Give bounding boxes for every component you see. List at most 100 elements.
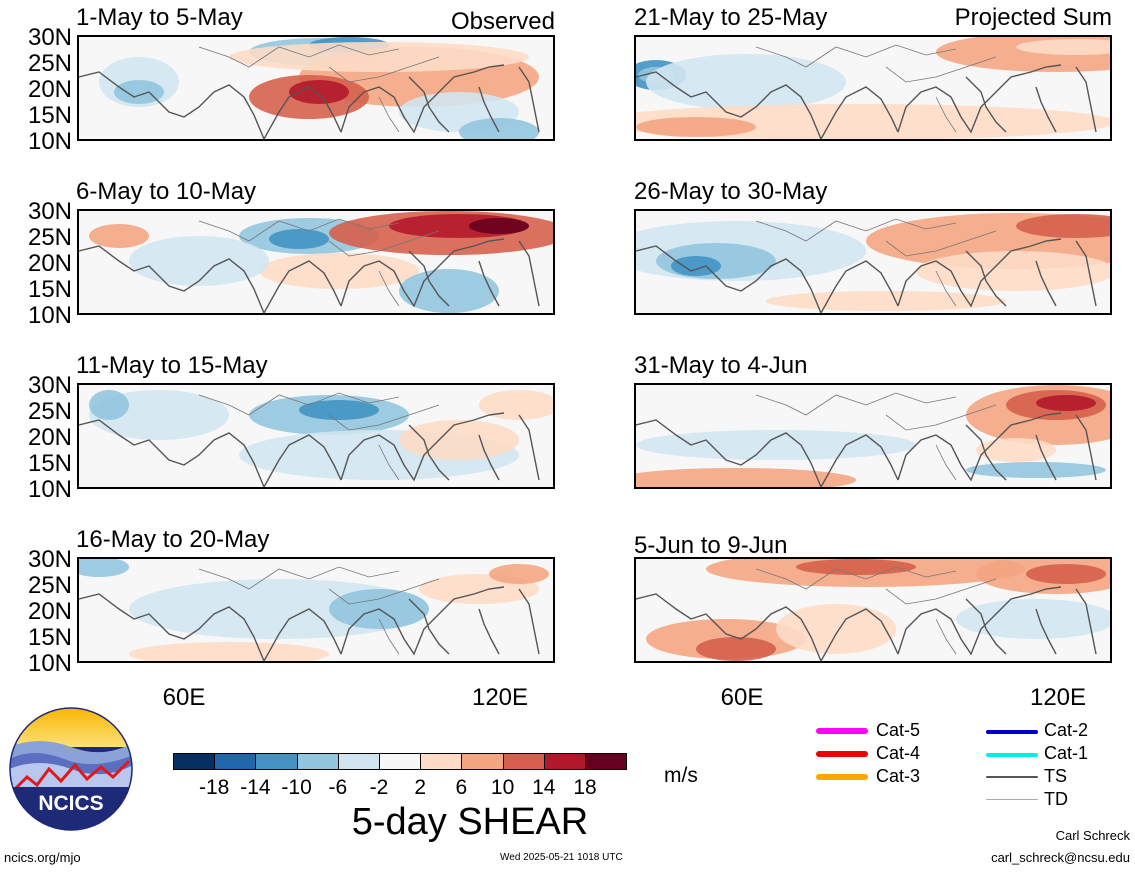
shear-anomaly-region (89, 224, 149, 248)
country-border (755, 44, 997, 133)
lat-tick: 30N (27, 24, 72, 51)
colorbar-swatch (420, 753, 463, 770)
country-border (755, 218, 997, 307)
legend-swatch-cat-1 (986, 753, 1038, 757)
legend-label: Cat-1 (1044, 743, 1089, 763)
legend-label: Cat-4 (876, 743, 921, 763)
logo-text: NCICS (38, 792, 103, 815)
colorbar-tick-label: -2 (369, 776, 389, 799)
colorbar-swatch (585, 753, 628, 770)
shear-anomaly-region (976, 438, 1056, 462)
shear-anomaly-region (776, 604, 896, 654)
shear-anomaly-region (671, 256, 721, 276)
colorbar-tick-label: -14 (240, 776, 271, 799)
lat-tick: 10N (27, 650, 72, 677)
legend-swatch-cat-3 (816, 774, 868, 780)
legend-label: Cat-2 (1044, 720, 1089, 740)
lon-tick: 120E (471, 684, 529, 711)
panel-title: 16-May to 20-May (76, 526, 270, 553)
colorbar-tick-label: 14 (532, 776, 556, 799)
lat-tick: 20N (27, 250, 72, 277)
colorbar-swatch (502, 753, 545, 770)
shear-anomaly-region (299, 400, 379, 420)
shear-anomaly-region (399, 420, 519, 460)
shear-anomaly-region (1036, 395, 1096, 411)
map-panel-26-may-30-may (634, 209, 1112, 315)
lat-tick: 10N (27, 302, 72, 329)
shear-anomaly-region (636, 430, 916, 460)
lat-tick: 25N (27, 398, 72, 425)
shear-anomaly-region (289, 80, 349, 104)
email-text: carl_schreck@ncsu.edu (991, 850, 1130, 865)
colorbar-tick-label: 10 (490, 776, 515, 799)
map-panel-16-may-20-may (77, 557, 555, 663)
shear-anomaly-region (796, 559, 916, 575)
colorbar-swatch (214, 753, 257, 770)
lat-tick: 25N (27, 50, 72, 77)
shear-anomaly-region (129, 236, 269, 286)
panel-title: 11-May to 15-May (76, 352, 268, 379)
legend-label: TD (1044, 789, 1068, 809)
shear-anomaly-region (636, 468, 856, 487)
colorbar-swatch (173, 753, 216, 770)
map-panel-11-may-15-may (77, 383, 555, 489)
shear-anomaly-region (489, 564, 549, 584)
shear-anomaly-region (1016, 39, 1110, 55)
lat-tick: 25N (27, 224, 72, 251)
panel-title: 5-Jun to 9-Jun (634, 532, 788, 559)
lon-tick: 120E (1029, 684, 1087, 711)
shear-anomaly-region (229, 42, 529, 72)
country-border (198, 218, 440, 307)
colorbar-swatch (379, 753, 422, 770)
shear-anomaly-region (114, 80, 164, 104)
shear-anomaly-region (269, 229, 329, 249)
colorbar-tick-label: 6 (455, 776, 468, 799)
colorbar-swatch (461, 753, 504, 770)
lat-tick: 15N (27, 102, 72, 129)
colorbar-swatch (296, 753, 339, 770)
map-panel-21-may-25-may (634, 35, 1112, 141)
website-text: ncics.org/mjo (4, 850, 81, 865)
colorbar-tick-label: 18 (573, 776, 597, 799)
colorbar-tick-label: 2 (414, 776, 427, 799)
lat-tick: 20N (27, 424, 72, 451)
panel-title: 6-May to 10-May (76, 178, 257, 205)
coastline (79, 412, 540, 487)
colorbar-title: 5-day SHEAR (351, 801, 589, 843)
lat-tick: 30N (27, 198, 72, 225)
lat-tick: 30N (27, 372, 72, 399)
shear-anomaly-region (259, 253, 419, 289)
lat-tick: 10N (27, 476, 72, 503)
colorbar-swatch (337, 753, 380, 770)
coastline (79, 238, 540, 313)
shear-anomaly-region (479, 390, 553, 420)
country-border (198, 392, 440, 481)
projected-sum-label: Projected Sum (954, 4, 1112, 31)
legend-swatch-cat-4 (816, 751, 868, 757)
shear-anomaly-region (646, 54, 846, 110)
legend-swatch-ts (986, 776, 1038, 778)
map-panel-5-jun-9-jun (634, 557, 1112, 663)
colorbar-tick-label: -6 (328, 776, 348, 799)
legend-label: Cat-5 (876, 720, 921, 740)
panel-title: 31-May to 4-Jun (634, 352, 808, 379)
legend-label: TS (1044, 766, 1068, 786)
timestamp-text: Wed 2025-05-21 1018 UTC (500, 852, 623, 863)
coastline (636, 238, 1097, 313)
shear-anomaly-region (469, 218, 529, 234)
shear-anomaly-region (89, 390, 129, 420)
lat-tick: 30N (27, 546, 72, 573)
panel-title: 26-May to 30-May (634, 178, 828, 205)
coastline (79, 586, 540, 661)
shear-anomaly-region (129, 642, 329, 661)
shear-anomaly-region (636, 117, 756, 137)
lat-tick: 20N (27, 76, 72, 103)
shear-anomaly-region (696, 637, 776, 661)
coastline (636, 586, 1097, 661)
coastline (636, 64, 1097, 139)
panel-title: 21-May to 25-May (634, 4, 828, 31)
legend-swatch-cat-5 (816, 728, 868, 734)
shear-anomaly-region (399, 269, 499, 313)
coastline (79, 64, 540, 139)
shear-anomaly-region (79, 559, 129, 577)
